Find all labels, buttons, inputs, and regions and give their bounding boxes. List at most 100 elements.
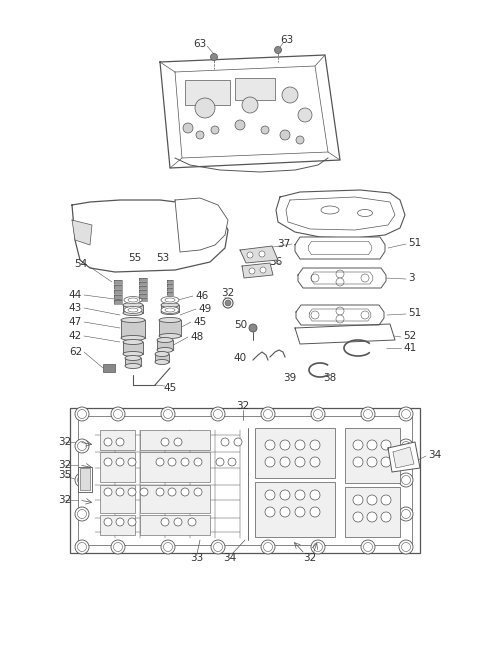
Circle shape (104, 518, 112, 526)
Circle shape (116, 458, 124, 466)
Circle shape (265, 440, 275, 450)
Polygon shape (114, 295, 122, 299)
Polygon shape (139, 298, 147, 301)
Polygon shape (139, 286, 147, 289)
Circle shape (353, 495, 363, 505)
Circle shape (75, 473, 89, 487)
Ellipse shape (128, 298, 138, 302)
Polygon shape (139, 294, 147, 297)
Circle shape (336, 307, 344, 315)
Circle shape (228, 458, 236, 466)
Circle shape (264, 543, 273, 551)
Ellipse shape (165, 298, 175, 302)
Circle shape (214, 409, 223, 419)
Polygon shape (139, 290, 147, 293)
Circle shape (295, 507, 305, 517)
Circle shape (282, 87, 298, 103)
Polygon shape (114, 280, 122, 284)
Circle shape (361, 540, 375, 554)
Text: 42: 42 (69, 331, 82, 341)
Text: 43: 43 (69, 303, 82, 313)
Circle shape (216, 458, 224, 466)
Circle shape (156, 488, 164, 496)
Polygon shape (242, 263, 273, 278)
Ellipse shape (155, 351, 169, 356)
Text: 41: 41 (403, 343, 416, 353)
Circle shape (399, 540, 413, 554)
Circle shape (399, 407, 413, 421)
Polygon shape (167, 280, 173, 283)
Circle shape (174, 518, 182, 526)
Text: 32: 32 (58, 460, 71, 470)
Circle shape (75, 407, 89, 421)
Polygon shape (167, 284, 173, 287)
Bar (157, 340, 173, 350)
Bar (235, 78, 275, 100)
Polygon shape (175, 66, 328, 158)
Bar (140, 485, 210, 513)
Text: 37: 37 (277, 239, 290, 249)
Circle shape (156, 458, 164, 466)
Text: 40: 40 (234, 353, 247, 363)
Circle shape (164, 409, 172, 419)
Circle shape (235, 120, 245, 130)
Text: 32: 32 (58, 437, 71, 447)
Circle shape (211, 126, 219, 134)
Circle shape (260, 267, 266, 273)
Circle shape (249, 324, 257, 332)
Circle shape (104, 488, 112, 496)
Circle shape (259, 251, 265, 257)
Circle shape (311, 274, 319, 282)
Circle shape (77, 409, 86, 419)
Text: 35: 35 (58, 470, 71, 480)
Circle shape (77, 543, 86, 551)
Circle shape (75, 439, 89, 453)
Ellipse shape (121, 317, 145, 322)
Text: 63: 63 (193, 39, 206, 49)
Circle shape (196, 131, 204, 139)
Ellipse shape (123, 351, 143, 356)
Circle shape (75, 507, 89, 521)
Text: 62: 62 (69, 347, 82, 357)
Text: 36: 36 (269, 257, 282, 267)
Text: 34: 34 (428, 450, 441, 460)
Ellipse shape (161, 307, 179, 313)
Circle shape (280, 440, 290, 450)
Ellipse shape (358, 209, 372, 216)
Circle shape (361, 274, 369, 282)
Circle shape (168, 488, 176, 496)
Text: 51: 51 (408, 238, 421, 248)
Circle shape (211, 407, 225, 421)
Text: 63: 63 (280, 35, 294, 45)
Bar (140, 430, 210, 450)
Circle shape (401, 509, 410, 519)
Bar (140, 452, 210, 482)
Polygon shape (240, 246, 278, 263)
Text: 51: 51 (408, 308, 421, 318)
Bar (121, 320, 145, 338)
Polygon shape (298, 268, 386, 288)
Circle shape (181, 458, 189, 466)
Text: 34: 34 (223, 553, 237, 563)
Circle shape (399, 439, 413, 453)
Polygon shape (276, 190, 405, 238)
Circle shape (310, 457, 320, 467)
Circle shape (313, 543, 323, 551)
Circle shape (311, 311, 319, 319)
Circle shape (211, 540, 225, 554)
Circle shape (75, 540, 89, 554)
Circle shape (275, 46, 281, 54)
Circle shape (336, 278, 344, 286)
Ellipse shape (159, 317, 181, 322)
Circle shape (363, 409, 372, 419)
Text: 46: 46 (195, 291, 208, 301)
Ellipse shape (161, 303, 179, 307)
Ellipse shape (128, 308, 138, 312)
Circle shape (367, 495, 377, 505)
Polygon shape (175, 198, 228, 252)
Ellipse shape (161, 309, 179, 315)
Circle shape (295, 490, 305, 500)
Circle shape (310, 490, 320, 500)
Text: 50: 50 (234, 320, 247, 330)
Circle shape (361, 407, 375, 421)
